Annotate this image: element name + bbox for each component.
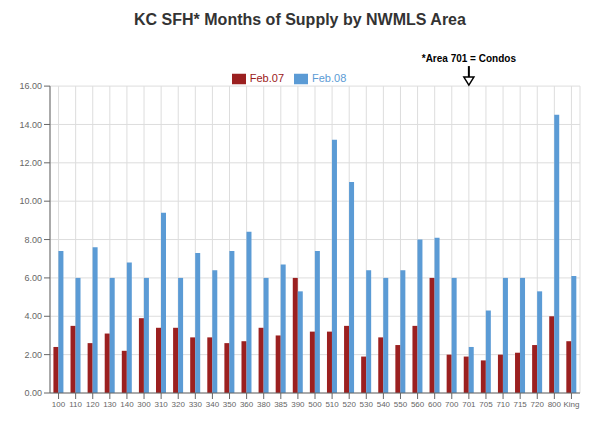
svg-text:330: 330 xyxy=(189,400,203,409)
svg-text:4.00: 4.00 xyxy=(24,311,42,321)
svg-text:510: 510 xyxy=(325,400,339,409)
svg-text:310: 310 xyxy=(154,400,168,409)
svg-text:720: 720 xyxy=(531,400,545,409)
svg-text:8.00: 8.00 xyxy=(24,235,42,245)
svg-text:300: 300 xyxy=(137,400,151,409)
html-text:KC SFH* Months of Supply by NW: KC SFH* Months of Supply by NWMLS Area xyxy=(134,11,466,28)
svg-text:390: 390 xyxy=(291,400,305,409)
svg-text:385: 385 xyxy=(274,400,288,409)
svg-text:380: 380 xyxy=(257,400,271,409)
svg-text:500: 500 xyxy=(308,400,322,409)
svg-text:340: 340 xyxy=(206,400,220,409)
svg-text:520: 520 xyxy=(343,400,357,409)
svg-text:100: 100 xyxy=(52,400,66,409)
svg-text:14.00: 14.00 xyxy=(19,120,42,130)
svg-text:0.00: 0.00 xyxy=(24,388,42,398)
svg-text:130: 130 xyxy=(103,400,117,409)
svg-text:2.00: 2.00 xyxy=(24,350,42,360)
svg-text:16.00: 16.00 xyxy=(19,81,42,91)
svg-text:360: 360 xyxy=(240,400,254,409)
svg-text:560: 560 xyxy=(411,400,425,409)
svg-text:705: 705 xyxy=(479,400,493,409)
svg-text:701: 701 xyxy=(462,400,476,409)
svg-text:710: 710 xyxy=(496,400,510,409)
svg-text:12.00: 12.00 xyxy=(19,158,42,168)
svg-text:600: 600 xyxy=(428,400,442,409)
svg-text:540: 540 xyxy=(377,400,391,409)
svg-text:120: 120 xyxy=(86,400,100,409)
svg-text:800: 800 xyxy=(548,400,562,409)
svg-text:King: King xyxy=(563,400,579,409)
svg-text:10.00: 10.00 xyxy=(19,196,42,206)
svg-text:*Area 701 = Condos: *Area 701 = Condos xyxy=(422,53,517,64)
html-text:Feb.07: Feb.07 xyxy=(249,72,284,84)
html-text:Feb.08: Feb.08 xyxy=(312,72,347,84)
svg-text:6.00: 6.00 xyxy=(24,273,42,283)
svg-text:700: 700 xyxy=(445,400,459,409)
svg-text:715: 715 xyxy=(513,400,527,409)
svg-text:320: 320 xyxy=(172,400,186,409)
svg-text:110: 110 xyxy=(69,400,82,409)
svg-text:530: 530 xyxy=(360,400,374,409)
svg-text:350: 350 xyxy=(223,400,237,409)
svg-text:140: 140 xyxy=(120,400,134,409)
svg-text:550: 550 xyxy=(394,400,408,409)
